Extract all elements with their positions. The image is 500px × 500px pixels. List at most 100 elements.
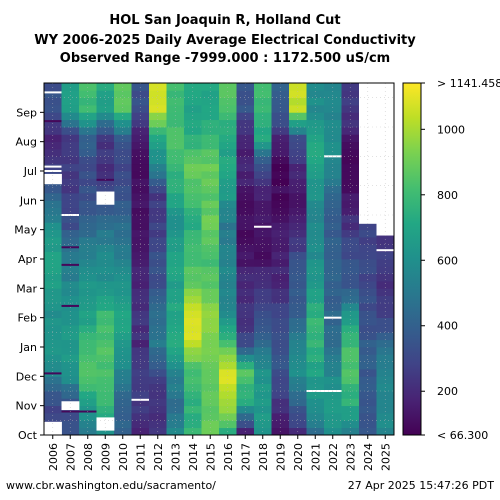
heatmap-cell — [236, 376, 255, 385]
heatmap-cell — [341, 332, 360, 341]
heatmap-cell — [254, 112, 272, 121]
heatmap-cell — [236, 347, 255, 355]
heatmap-cell — [44, 105, 62, 113]
footer-timestamp: 27 Apr 2025 15:47:26 PDT — [348, 479, 495, 492]
heatmap-cell — [219, 149, 237, 157]
heatmap-cell — [114, 97, 132, 106]
low-value-day — [61, 304, 79, 307]
heatmap-cell — [324, 90, 342, 99]
heatmap-cell — [271, 178, 290, 187]
heatmap-cell — [201, 90, 220, 99]
heatmap-cell — [131, 112, 150, 121]
heatmap-cell — [324, 303, 342, 311]
heatmap-cell — [236, 149, 255, 157]
heatmap-cell — [236, 156, 255, 165]
heatmap-cell — [166, 347, 185, 355]
heatmap-cell — [341, 178, 360, 187]
heatmap-cell — [114, 237, 132, 245]
heatmap-cell — [79, 420, 97, 429]
heatmap-cell — [324, 112, 342, 121]
heatmap-cell — [236, 229, 255, 238]
heatmap-cell — [289, 200, 307, 209]
heatmap-cell — [376, 288, 395, 297]
heatmap-cell — [289, 215, 307, 223]
heatmap-cell — [376, 369, 395, 377]
heatmap-cell — [254, 413, 272, 421]
y-tick-label: May — [14, 224, 37, 237]
heatmap-cell — [324, 156, 342, 165]
heatmap-cell — [114, 105, 132, 113]
heatmap-cell — [166, 332, 185, 341]
heatmap-cell — [271, 171, 290, 179]
heatmap-cell — [254, 347, 272, 355]
heatmap-cell — [166, 354, 185, 363]
heatmap-cell — [201, 215, 220, 223]
heatmap-cell — [61, 156, 80, 165]
heatmap-cell — [131, 141, 150, 150]
heatmap-cell — [131, 413, 150, 421]
heatmap-cell — [184, 237, 202, 245]
heatmap-cell — [376, 347, 395, 355]
heatmap-cell — [149, 376, 167, 385]
heatmap-cell — [166, 229, 185, 238]
heatmap-cell — [131, 317, 150, 326]
colorbar-tick-label: 400 — [437, 320, 458, 333]
heatmap-cell — [131, 347, 150, 355]
heatmap-cell — [359, 405, 377, 414]
heatmap-cell — [254, 310, 272, 319]
heatmap-cell — [236, 310, 255, 319]
heatmap-cell — [96, 141, 115, 150]
heatmap-cell — [131, 237, 150, 245]
heatmap-cell — [201, 369, 220, 377]
heatmap-cell — [254, 391, 272, 399]
heatmap-cell — [149, 149, 167, 157]
heatmap-cell — [341, 303, 360, 311]
heatmap-cell — [219, 303, 237, 311]
heatmap-cell — [219, 361, 237, 370]
heatmap-cell — [96, 288, 115, 297]
heatmap-cell — [79, 288, 97, 297]
heatmap-cell — [61, 215, 80, 223]
heatmap-cell — [79, 215, 97, 223]
heatmap-cell — [306, 391, 325, 399]
heatmap-cell — [376, 244, 395, 253]
heatmap-cell — [114, 361, 132, 370]
heatmap-cell — [359, 398, 377, 407]
heatmap-column-2017 — [236, 83, 255, 436]
y-axis: Oct Nov Dec Jan Feb Mar Apr May Jun Jul Aug Sep — [14, 106, 44, 442]
heatmap-cell — [324, 266, 342, 275]
x-tick-label: 2023 — [344, 443, 357, 471]
heatmap-cell — [201, 244, 220, 253]
heatmap-cell — [254, 420, 272, 429]
heatmap-cell — [236, 127, 255, 135]
heatmap-cell — [324, 288, 342, 297]
heatmap-cell — [236, 259, 255, 267]
heatmap-cell — [149, 127, 167, 135]
heatmap-cell — [324, 185, 342, 194]
heatmap-cell — [96, 398, 115, 407]
heatmap-cell — [184, 369, 202, 377]
heatmap-cell — [96, 369, 115, 377]
heatmap-cell — [79, 171, 97, 179]
heatmap-cell — [271, 97, 290, 106]
heatmap-cell — [289, 420, 307, 429]
heatmap-cell — [289, 273, 307, 282]
heatmap-cell — [149, 171, 167, 179]
heatmap-cell — [44, 273, 62, 282]
heatmap-cell — [306, 97, 325, 106]
heatmap-cell — [289, 391, 307, 399]
heatmap-cell — [341, 273, 360, 282]
heatmap-cell — [114, 420, 132, 429]
heatmap-cell — [219, 90, 237, 99]
heatmap-cell — [61, 391, 80, 399]
heatmap-cell — [149, 273, 167, 282]
heatmap-cell — [341, 288, 360, 297]
heatmap-cell — [61, 237, 80, 245]
heatmap-cell — [236, 141, 255, 150]
heatmap-cell — [219, 376, 237, 385]
heatmap-cell — [201, 317, 220, 326]
heatmap-cell — [131, 405, 150, 414]
heatmap-cell — [44, 156, 62, 165]
heatmap-cell — [96, 215, 115, 223]
heatmap-cell — [96, 273, 115, 282]
